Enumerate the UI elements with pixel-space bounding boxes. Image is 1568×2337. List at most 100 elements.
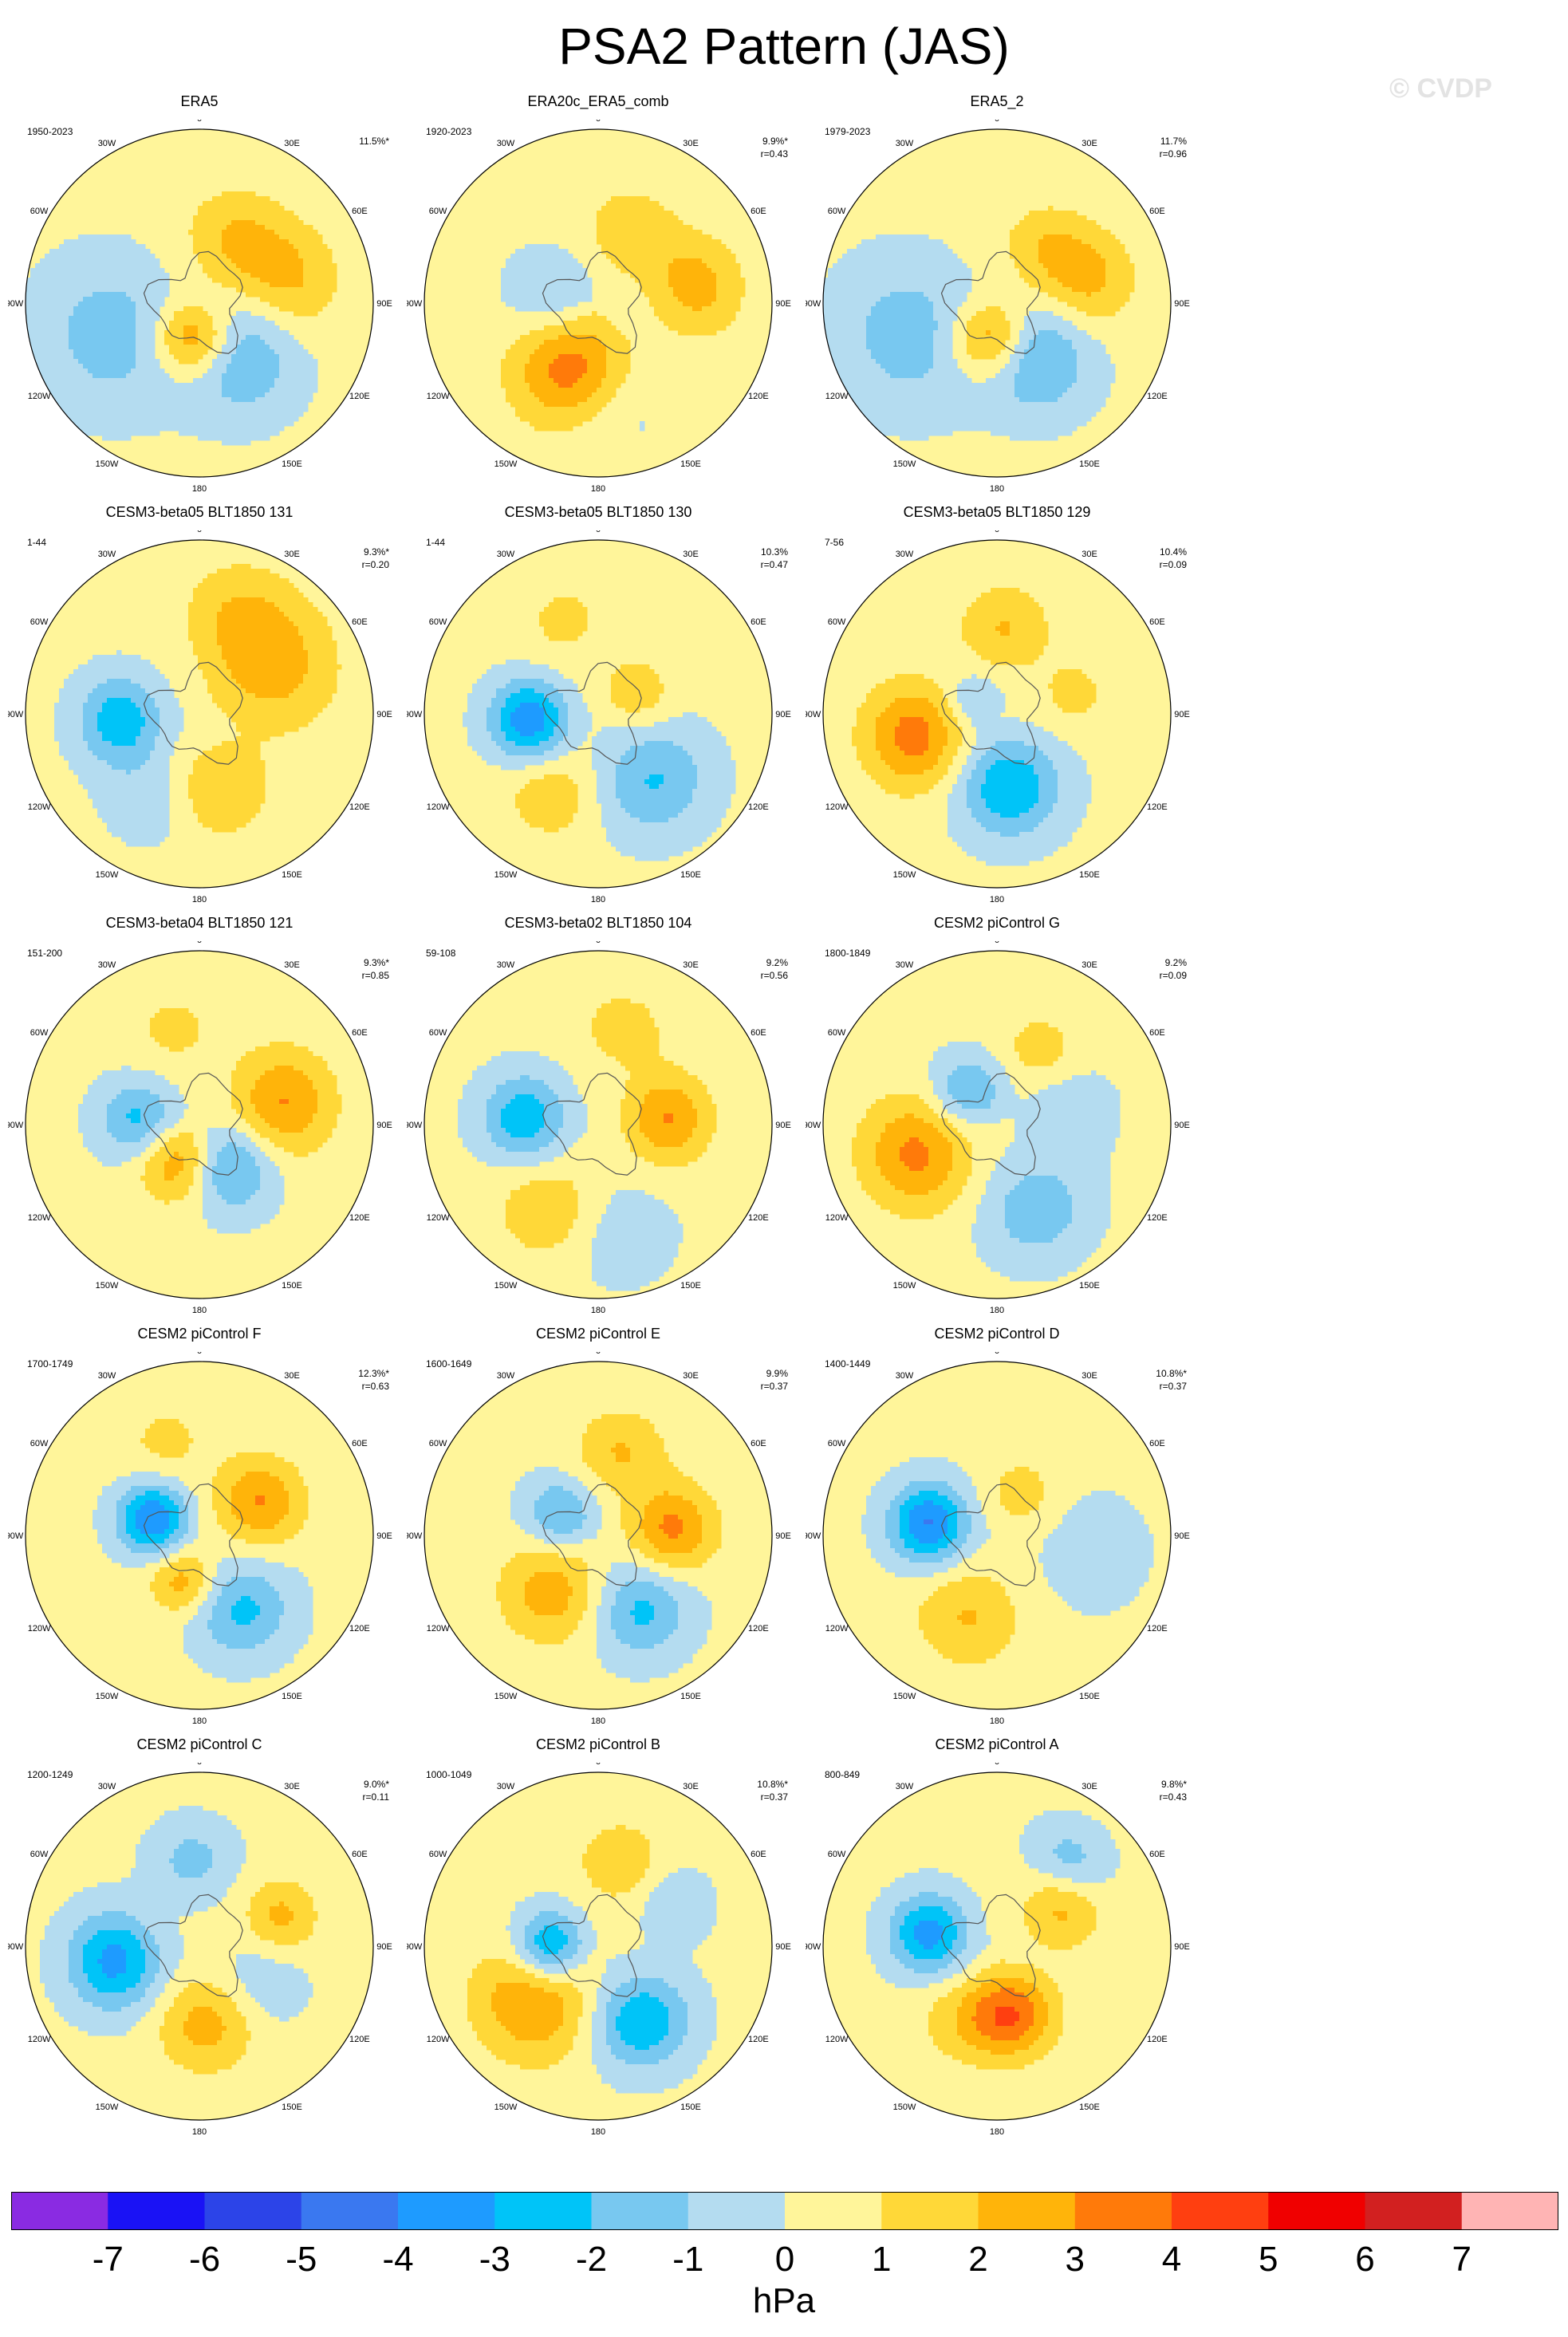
lon-label: 150E	[1079, 870, 1100, 880]
lon-label: 30E	[1081, 960, 1097, 970]
lon-label: 60W	[429, 1028, 447, 1038]
lon-label: 120E	[1147, 392, 1168, 401]
lon-label: 150E	[1079, 459, 1100, 469]
lon-label: 150E	[282, 870, 302, 880]
lon-label: 0	[995, 1763, 999, 1767]
lon-label: 120E	[748, 1213, 769, 1223]
pressure-field	[424, 951, 772, 1299]
lon-label: 120E	[748, 392, 769, 401]
pressure-field	[424, 540, 772, 888]
polar-map: 0 30E 60E 90E 120E 150E 180 150W 120W 90W 60W 30W	[8, 1352, 392, 1726]
polar-map: 0 30E 60E 90E 120E 150E 180 150W 120W 90W 60W 30W	[407, 530, 791, 904]
lon-label: 60E	[1149, 1850, 1165, 1859]
lon-label: 60E	[751, 1439, 766, 1448]
map-boundary	[822, 539, 1172, 889]
lon-label: 60W	[429, 617, 447, 627]
lon-label: 150W	[96, 459, 119, 469]
colorbar-labels: -7 -6 -5 -4 -3 -2 -1 0 1 2 3 4 5 6 7	[0, 2240, 1568, 2288]
colorbar-swatch	[108, 2192, 205, 2230]
lon-label: 90W	[8, 1942, 24, 1952]
panel-pattern-corr: r=0.37	[1160, 1381, 1187, 1392]
lon-label: 30E	[1081, 1782, 1097, 1791]
lon-label: 150E	[1079, 1692, 1100, 1701]
lon-label: 60W	[429, 1850, 447, 1859]
map-panel: CESM2 piControl G 1800-1849 9.2% r=0.09 0 30E…	[806, 914, 1316, 1321]
panel-period: 1979-2023	[825, 126, 870, 137]
map-panel: CESM2 piControl D 1400-1449 10.8%* r=0.37 0 3…	[806, 1325, 1316, 1732]
colorbar-swatch	[881, 2192, 979, 2230]
lon-label: 30E	[284, 1782, 300, 1791]
lon-label: 120E	[349, 2035, 370, 2044]
lon-label: 90W	[407, 1531, 423, 1541]
panel-pattern-corr: r=0.56	[761, 970, 788, 981]
coastline	[940, 1894, 1041, 1997]
coastline	[940, 250, 1041, 354]
lon-label: 90W	[806, 1531, 821, 1541]
map-panel: CESM3-beta04 BLT1850 121 151-200 9.3%* r=0.…	[8, 914, 518, 1321]
lon-label: 120E	[349, 1213, 370, 1223]
lon-label: 30W	[98, 1782, 116, 1791]
panel-pattern-corr: r=0.85	[362, 970, 389, 981]
lon-label: 30E	[284, 139, 300, 148]
polar-map: 0 30E 60E 90E 120E 150E 180 150W 120W 90W 60W 30W	[8, 530, 392, 904]
lon-label: 150W	[96, 2103, 119, 2112]
lon-label: 60W	[828, 617, 846, 627]
colorbar-tick: 1	[872, 2240, 891, 2280]
lon-label: 150W	[96, 1281, 119, 1291]
lon-label: 120E	[1147, 802, 1168, 812]
panel-variance-pct: 10.8%*	[757, 1779, 788, 1790]
lon-label: 120E	[1147, 1624, 1168, 1634]
map-panel: ERA5 1950-2023 11.5%* 0 30E 60E 90E 120E 150E 180…	[8, 93, 518, 499]
map-panel: CESM2 piControl F 1700-1749 12.3%* r=0.63 0 3…	[8, 1325, 518, 1732]
colorbar-tick: 4	[1162, 2240, 1181, 2280]
map-boundary	[424, 950, 773, 1299]
lon-label: 120W	[427, 392, 450, 401]
pressure-field	[26, 1772, 373, 2120]
lon-label: 60W	[30, 207, 49, 216]
panel-pattern-corr: r=0.20	[362, 559, 389, 570]
lon-label: 30W	[497, 1371, 515, 1381]
panel-pattern-corr: r=0.63	[362, 1381, 389, 1392]
map-boundary	[25, 1361, 374, 1710]
lon-label: 60E	[352, 1850, 368, 1859]
lon-label: 180	[990, 1306, 1004, 1315]
panel-period: 7-56	[825, 537, 844, 548]
lon-label: 120E	[748, 802, 769, 812]
panel-period: 151-200	[27, 948, 62, 959]
lon-label: 90E	[376, 710, 392, 719]
colorbar-swatch	[591, 2192, 689, 2230]
lon-label: 90W	[407, 1942, 423, 1952]
lon-label: 90E	[1174, 1531, 1190, 1541]
panel-title: CESM2 piControl G	[806, 914, 1188, 932]
panel-title: CESM3-beta02 BLT1850 104	[407, 914, 790, 932]
colorbar	[11, 2192, 1558, 2230]
lon-label: 90W	[407, 710, 423, 719]
lon-label: 180	[591, 2127, 605, 2137]
pressure-field	[26, 1362, 373, 1709]
panel-period: 1200-1249	[27, 1769, 73, 1780]
pressure-field	[26, 129, 373, 477]
colorbar-swatch	[687, 2192, 786, 2230]
map-panel: CESM2 piControl E 1600-1649 9.9% r=0.37 0 30E…	[407, 1325, 917, 1732]
panel-variance-pct: 9.9%	[766, 1368, 788, 1379]
panel-pattern-corr: r=0.37	[761, 1791, 788, 1803]
panel-period: 1000-1049	[426, 1769, 471, 1780]
panel-pattern-corr: r=0.47	[761, 559, 788, 570]
lon-label: 30W	[98, 139, 116, 148]
lon-label: 150E	[680, 1281, 701, 1291]
polar-map: 0 30E 60E 90E 120E 150E 180 150W 120W 90W 60W 30W	[8, 1763, 392, 2137]
coastline	[143, 250, 243, 354]
lon-label: 90E	[376, 1531, 392, 1541]
coastline	[143, 661, 243, 765]
polar-map: 0 30E 60E 90E 120E 150E 180 150W 120W 90W 60W 30W	[806, 941, 1190, 1315]
lon-label: 60W	[828, 1028, 846, 1038]
coastline	[542, 661, 642, 765]
colorbar-tick: 5	[1259, 2240, 1278, 2280]
lon-label: 30W	[896, 1371, 914, 1381]
lon-label: 60W	[828, 1439, 846, 1448]
lon-label: 0	[197, 941, 202, 945]
lon-label: 90W	[806, 1942, 821, 1952]
lon-label: 30E	[284, 550, 300, 559]
map-boundary	[25, 950, 374, 1299]
